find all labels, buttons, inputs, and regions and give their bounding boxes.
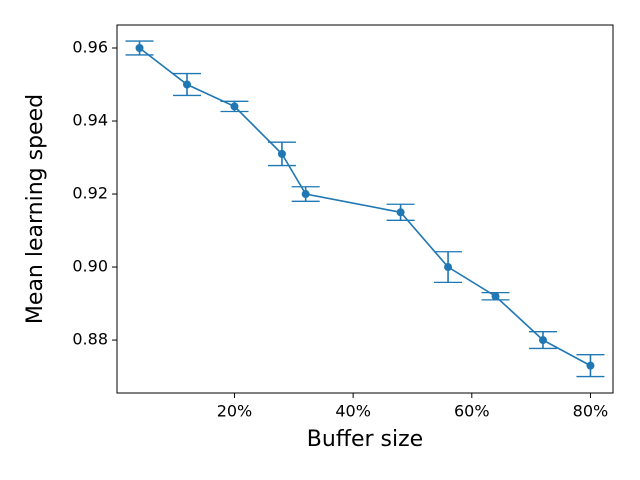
- x-tick-label: 40%: [335, 402, 371, 421]
- data-point: [538, 336, 547, 345]
- x-axis-label: Buffer size: [307, 427, 423, 452]
- data-point: [135, 44, 144, 52]
- data-point: [586, 361, 595, 370]
- y-tick-label: 0.88: [72, 330, 108, 349]
- data-point: [301, 190, 310, 199]
- data-point: [491, 292, 500, 301]
- data-point: [230, 102, 239, 111]
- x-tick-label: 60%: [454, 402, 490, 421]
- y-tick-label: 0.94: [72, 111, 108, 130]
- data-point: [183, 80, 192, 89]
- data-point: [396, 208, 405, 217]
- data-line: [139, 47, 591, 367]
- y-tick-label: 0.96: [72, 38, 108, 57]
- data-point: [444, 263, 453, 272]
- data-point: [277, 149, 286, 158]
- x-tick-label: 80%: [573, 402, 609, 421]
- y-tick-label: 0.90: [72, 257, 108, 276]
- plot-frame: [116, 24, 614, 394]
- y-tick-label: 0.92: [72, 184, 108, 203]
- x-tick-label: 20%: [217, 402, 253, 421]
- y-axis-label: Mean learning speed: [23, 94, 48, 324]
